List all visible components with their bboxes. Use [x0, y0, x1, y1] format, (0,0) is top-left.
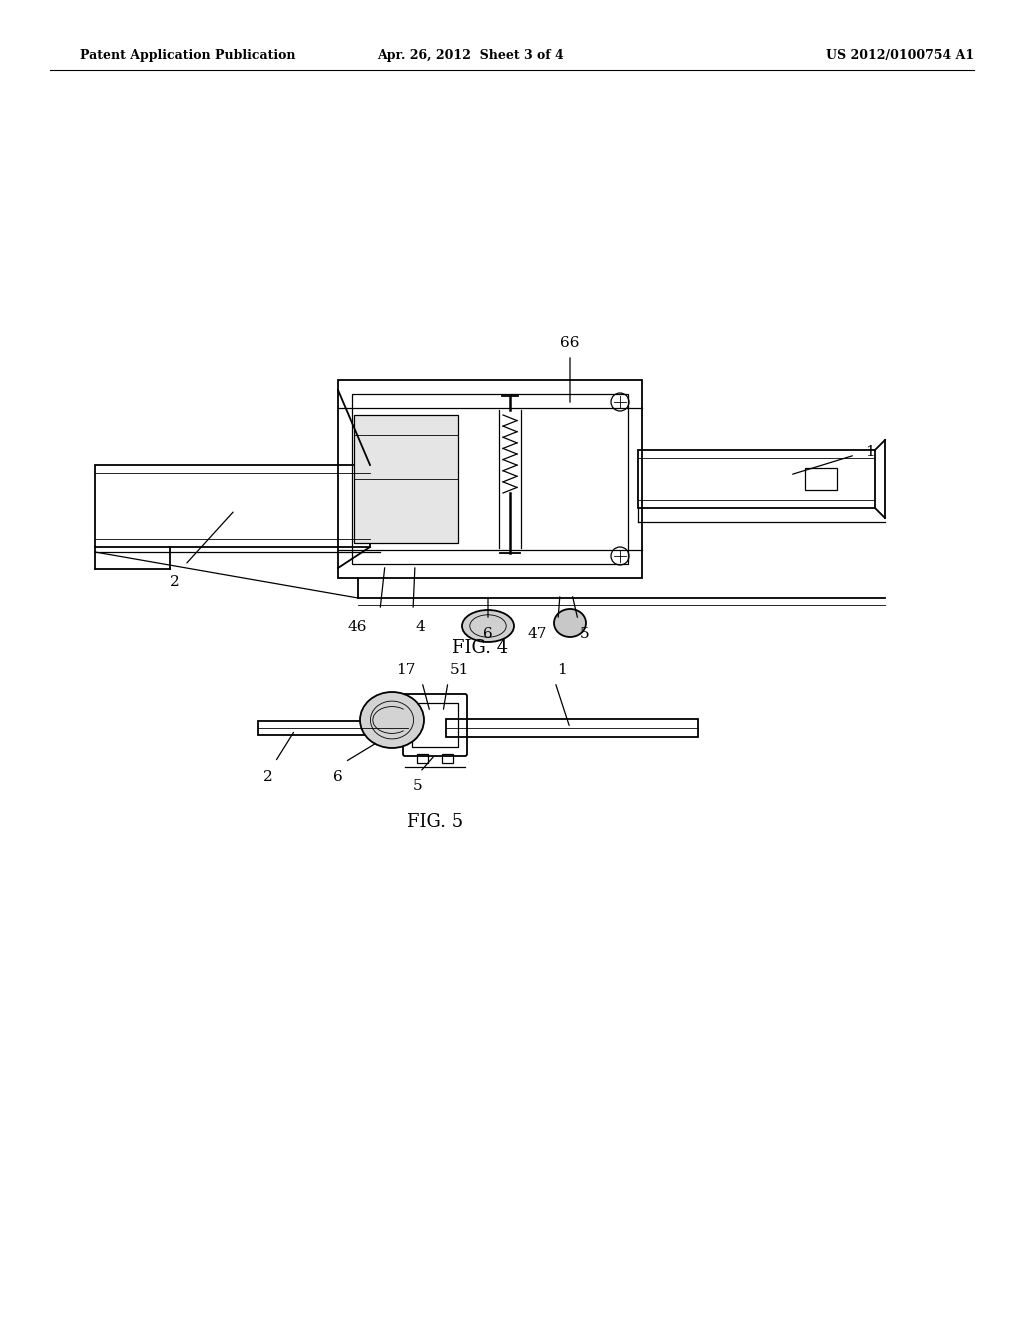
Text: 4: 4	[415, 620, 425, 634]
Text: Patent Application Publication: Patent Application Publication	[80, 49, 296, 62]
Text: Apr. 26, 2012  Sheet 3 of 4: Apr. 26, 2012 Sheet 3 of 4	[377, 49, 563, 62]
Text: 51: 51	[450, 663, 469, 677]
Text: 5: 5	[414, 779, 423, 793]
Bar	[442, 754, 453, 763]
Bar	[638, 450, 874, 508]
Bar	[338, 380, 642, 578]
Text: 1: 1	[865, 445, 874, 459]
Bar	[258, 721, 408, 735]
Bar	[354, 414, 458, 543]
Text: 17: 17	[395, 663, 415, 677]
Bar	[412, 704, 458, 747]
Bar	[446, 719, 698, 737]
Bar	[95, 465, 370, 546]
Ellipse shape	[360, 692, 424, 748]
Text: 1: 1	[557, 663, 566, 677]
Text: 46: 46	[347, 620, 367, 634]
Ellipse shape	[554, 609, 586, 638]
Text: 66: 66	[560, 337, 580, 350]
Text: 5: 5	[580, 627, 590, 642]
Bar	[352, 393, 628, 564]
Text: US 2012/0100754 A1: US 2012/0100754 A1	[826, 49, 974, 62]
Text: 6: 6	[333, 770, 343, 784]
Bar	[417, 754, 428, 763]
Text: 6: 6	[483, 627, 493, 642]
Bar	[805, 469, 837, 490]
Text: FIG. 4: FIG. 4	[452, 639, 508, 657]
Text: 2: 2	[170, 576, 180, 589]
Text: 2: 2	[263, 770, 272, 784]
Text: FIG. 5: FIG. 5	[407, 813, 463, 832]
Ellipse shape	[462, 610, 514, 642]
Text: 47: 47	[527, 627, 547, 642]
